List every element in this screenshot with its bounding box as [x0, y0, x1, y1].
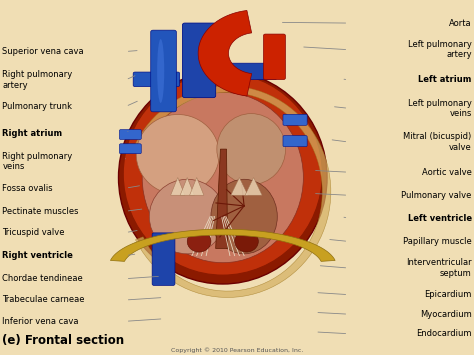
Text: Pulmonary valve: Pulmonary valve — [401, 191, 472, 200]
Text: Pulmonary trunk: Pulmonary trunk — [2, 102, 73, 111]
Text: Tricuspid valve: Tricuspid valve — [2, 228, 65, 237]
Text: Interventricular
septum: Interventricular septum — [406, 258, 472, 278]
Ellipse shape — [149, 179, 225, 254]
FancyBboxPatch shape — [283, 114, 307, 125]
Text: Left ventricle: Left ventricle — [408, 214, 472, 223]
Text: (e) Frontal section: (e) Frontal section — [2, 334, 125, 347]
FancyBboxPatch shape — [264, 34, 285, 80]
FancyBboxPatch shape — [216, 63, 277, 80]
Text: Pectinate muscles: Pectinate muscles — [2, 207, 79, 216]
Text: Aorta: Aorta — [449, 18, 472, 28]
Text: Epicardium: Epicardium — [424, 290, 472, 299]
Ellipse shape — [118, 71, 327, 284]
Text: Copyright © 2010 Pearson Education, Inc.: Copyright © 2010 Pearson Education, Inc. — [171, 348, 303, 353]
Text: Aortic valve: Aortic valve — [422, 168, 472, 177]
Polygon shape — [136, 86, 331, 297]
FancyBboxPatch shape — [119, 130, 141, 140]
Text: Myocardium: Myocardium — [420, 310, 472, 319]
Text: Right atrium: Right atrium — [2, 129, 63, 138]
FancyBboxPatch shape — [283, 136, 307, 147]
Ellipse shape — [137, 114, 219, 194]
Polygon shape — [110, 229, 335, 261]
Ellipse shape — [142, 92, 303, 263]
Text: Papillary muscle: Papillary muscle — [403, 237, 472, 246]
Text: Fossa ovalis: Fossa ovalis — [2, 184, 53, 193]
FancyBboxPatch shape — [119, 144, 141, 154]
FancyBboxPatch shape — [133, 72, 180, 87]
FancyBboxPatch shape — [151, 30, 176, 112]
Text: Left atrium: Left atrium — [418, 75, 472, 84]
Text: Endocardium: Endocardium — [416, 329, 472, 338]
Text: Mitral (bicuspid)
valve: Mitral (bicuspid) valve — [403, 132, 472, 152]
Polygon shape — [231, 178, 248, 195]
Text: Chordae tendineae: Chordae tendineae — [2, 274, 83, 283]
Ellipse shape — [235, 231, 258, 252]
Ellipse shape — [123, 73, 322, 275]
Ellipse shape — [187, 231, 211, 252]
Text: Left pulmonary
artery: Left pulmonary artery — [408, 40, 472, 59]
Polygon shape — [190, 178, 204, 195]
Polygon shape — [216, 149, 228, 248]
Text: Trabeculae carneae: Trabeculae carneae — [2, 295, 85, 305]
Polygon shape — [171, 178, 185, 195]
FancyBboxPatch shape — [152, 233, 175, 285]
Ellipse shape — [217, 114, 285, 185]
FancyBboxPatch shape — [182, 23, 216, 98]
Text: Inferior vena cava: Inferior vena cava — [2, 317, 79, 326]
Polygon shape — [198, 11, 252, 96]
Text: Right pulmonary
veins: Right pulmonary veins — [2, 152, 73, 171]
Text: Right ventricle: Right ventricle — [2, 251, 73, 260]
Polygon shape — [180, 178, 194, 195]
Ellipse shape — [211, 179, 277, 254]
Text: Left pulmonary
veins: Left pulmonary veins — [408, 99, 472, 118]
Text: Superior vena cava: Superior vena cava — [2, 47, 84, 56]
Polygon shape — [245, 178, 262, 195]
Ellipse shape — [157, 39, 164, 103]
Text: Right pulmonary
artery: Right pulmonary artery — [2, 70, 73, 89]
